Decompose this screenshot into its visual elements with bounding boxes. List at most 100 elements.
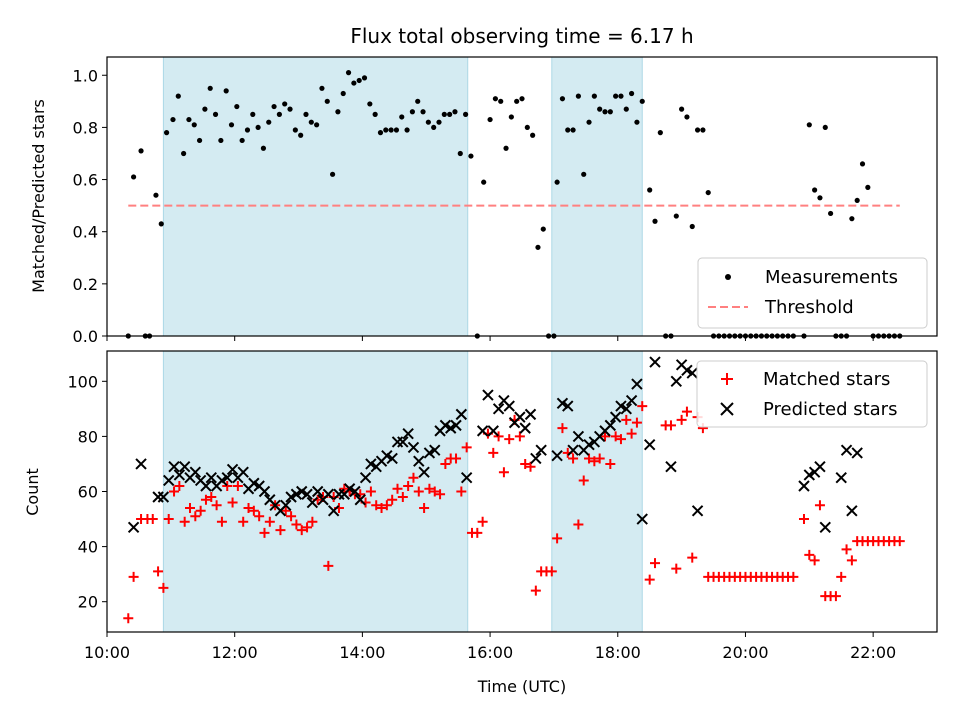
- y-tick-label: 1.0: [73, 66, 98, 85]
- matched-star-point: [798, 514, 809, 525]
- matched-star-point: [631, 417, 642, 428]
- measurement-point: [657, 130, 663, 136]
- measurement-point: [163, 130, 170, 136]
- x-tick-label: 22:00: [850, 643, 896, 662]
- legend-label-matched: Matched stars: [763, 369, 890, 390]
- predicted-star-point: [551, 449, 563, 462]
- matched-star-point: [190, 511, 201, 522]
- matched-star-point: [307, 516, 318, 527]
- measurement-point: [508, 114, 514, 120]
- measurement-point: [255, 124, 261, 131]
- predicted-star-point: [482, 389, 494, 401]
- matched-star-point: [568, 453, 579, 464]
- measurement-point: [591, 93, 597, 99]
- predicted-star-point: [386, 452, 398, 465]
- predicted-star-point: [402, 427, 414, 440]
- measurement-point: [607, 109, 613, 115]
- matched-star-point: [552, 533, 563, 544]
- matched-star-point: [280, 505, 291, 516]
- matched-star-point: [546, 566, 557, 577]
- predicted-star-point: [798, 480, 810, 492]
- predicted-star-point: [205, 472, 217, 484]
- matched-star-point: [376, 503, 387, 514]
- x-tick-label: 18:00: [595, 643, 641, 662]
- measurement-point: [487, 116, 493, 123]
- measurement-point: [575, 93, 581, 99]
- predicted-star-point: [670, 375, 683, 388]
- measurement-point: [420, 109, 426, 115]
- matched-star-point: [687, 552, 698, 563]
- predicted-star-point: [846, 505, 858, 517]
- matched-star-point: [296, 525, 307, 536]
- matched-star-point: [594, 453, 605, 464]
- legend-label-threshold: Threshold: [764, 297, 854, 318]
- measurement-point: [393, 127, 400, 133]
- predicted-star-point: [604, 419, 617, 432]
- measurement-point: [345, 70, 352, 76]
- x-tick-label: 16:00: [467, 643, 513, 662]
- matched-star-point: [681, 406, 692, 417]
- matched-star-point: [894, 536, 905, 547]
- predicted-star-point: [636, 513, 648, 525]
- predicted-star-point: [135, 458, 147, 470]
- predicted-star-point: [487, 425, 499, 437]
- predicted-star-point: [686, 367, 698, 379]
- top-ylabel: Matched/Predicted stars: [29, 99, 48, 293]
- matched-star-point: [429, 486, 440, 497]
- predicted-star-point: [492, 403, 505, 415]
- predicted-star-point: [221, 472, 233, 484]
- measurement-point: [570, 127, 576, 133]
- y-tick-label: 0.6: [73, 171, 98, 190]
- measurement-point: [153, 192, 159, 198]
- matched-star-point: [830, 591, 841, 602]
- predicted-star-point: [322, 488, 335, 500]
- predicted-star-point: [163, 474, 175, 487]
- measurement-point: [319, 85, 325, 91]
- measurement-point: [399, 114, 405, 120]
- measurement-point: [303, 111, 309, 117]
- x-tick-label: 10:00: [84, 643, 130, 662]
- predicted-star-point: [625, 394, 638, 407]
- matched-star-point: [339, 483, 350, 494]
- measurement-point: [498, 98, 504, 104]
- measurement-point: [647, 187, 653, 193]
- y-tick-label: 0.4: [73, 223, 98, 242]
- measurement-point: [524, 124, 530, 131]
- predicted-star-point: [620, 403, 632, 415]
- measurement-point: [138, 148, 144, 154]
- matched-star-point: [809, 555, 820, 566]
- measurement-point: [629, 90, 635, 97]
- matched-star-point: [435, 489, 446, 500]
- matched-star-point: [461, 442, 472, 453]
- measurement-point: [170, 116, 176, 123]
- measurement-point: [250, 111, 256, 117]
- y-tick-label: 80: [78, 427, 98, 446]
- shaded-interval: [551, 350, 643, 633]
- matched-star-point: [371, 500, 382, 511]
- measurement-point: [565, 127, 571, 133]
- matched-star-point: [169, 486, 180, 497]
- measurement-point: [468, 153, 474, 159]
- measurement-point: [298, 132, 304, 138]
- predicted-star-point: [157, 491, 170, 503]
- measurement-point: [335, 109, 341, 115]
- predicted-star-point: [649, 356, 661, 368]
- measurement-point: [689, 223, 695, 230]
- matched-star-point: [227, 497, 238, 508]
- measurement-point: [705, 189, 711, 196]
- measurement-point: [519, 96, 525, 102]
- measurement-point: [340, 90, 346, 97]
- matched-star-point: [578, 475, 589, 486]
- matched-star-point: [650, 558, 661, 569]
- matched-star-point: [488, 447, 499, 458]
- matched-star-point: [573, 519, 584, 530]
- measurement-point: [827, 210, 834, 217]
- y-tick-label: 0.2: [73, 275, 98, 294]
- measurement-point: [679, 106, 685, 112]
- matched-star-point: [163, 514, 174, 525]
- measurement-point: [849, 216, 855, 222]
- matched-star-point: [514, 431, 525, 442]
- bottom-ylabel: Count: [23, 468, 42, 516]
- measurement-point: [447, 111, 453, 117]
- measurement-point: [282, 101, 288, 107]
